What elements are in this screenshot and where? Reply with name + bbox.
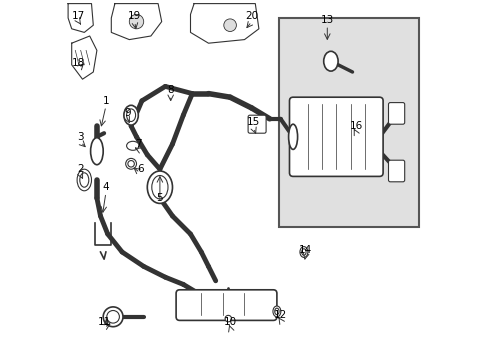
Ellipse shape [125, 158, 136, 169]
Text: 12: 12 [273, 310, 286, 320]
Ellipse shape [301, 249, 305, 255]
Ellipse shape [323, 51, 337, 71]
Ellipse shape [127, 161, 134, 167]
FancyBboxPatch shape [289, 97, 382, 176]
Polygon shape [111, 4, 162, 40]
Text: 1: 1 [102, 96, 109, 106]
Text: 2: 2 [77, 164, 84, 174]
Ellipse shape [151, 176, 168, 199]
Ellipse shape [103, 307, 123, 327]
Text: 5: 5 [156, 193, 163, 203]
FancyBboxPatch shape [176, 290, 276, 320]
Text: 9: 9 [124, 108, 131, 118]
Text: 8: 8 [167, 85, 174, 95]
Text: 19: 19 [128, 11, 141, 21]
Text: 15: 15 [246, 117, 260, 127]
Ellipse shape [224, 315, 231, 322]
Text: 17: 17 [72, 11, 85, 21]
FancyBboxPatch shape [278, 18, 418, 227]
Ellipse shape [80, 173, 89, 187]
Polygon shape [68, 4, 93, 32]
Ellipse shape [123, 105, 138, 125]
Text: 6: 6 [137, 164, 143, 174]
Text: 14: 14 [299, 245, 312, 255]
Ellipse shape [147, 171, 172, 203]
Ellipse shape [224, 19, 236, 32]
FancyBboxPatch shape [387, 103, 404, 124]
Polygon shape [72, 36, 97, 79]
FancyBboxPatch shape [387, 160, 404, 182]
Text: 16: 16 [349, 121, 362, 131]
Text: 4: 4 [102, 182, 109, 192]
Polygon shape [190, 4, 258, 43]
Ellipse shape [129, 14, 143, 29]
Text: 3: 3 [77, 132, 84, 142]
Ellipse shape [106, 310, 119, 323]
FancyBboxPatch shape [247, 115, 265, 133]
Ellipse shape [274, 308, 279, 315]
Text: 11: 11 [97, 317, 110, 327]
Text: 10: 10 [223, 317, 236, 327]
Ellipse shape [77, 169, 91, 191]
Text: 7: 7 [135, 139, 142, 149]
Ellipse shape [288, 124, 297, 149]
Text: 18: 18 [72, 58, 85, 68]
Text: 13: 13 [320, 15, 333, 25]
Ellipse shape [90, 138, 103, 165]
Ellipse shape [126, 109, 135, 122]
Text: 20: 20 [244, 11, 258, 21]
Ellipse shape [299, 247, 307, 257]
Ellipse shape [126, 141, 139, 150]
Ellipse shape [272, 306, 280, 317]
